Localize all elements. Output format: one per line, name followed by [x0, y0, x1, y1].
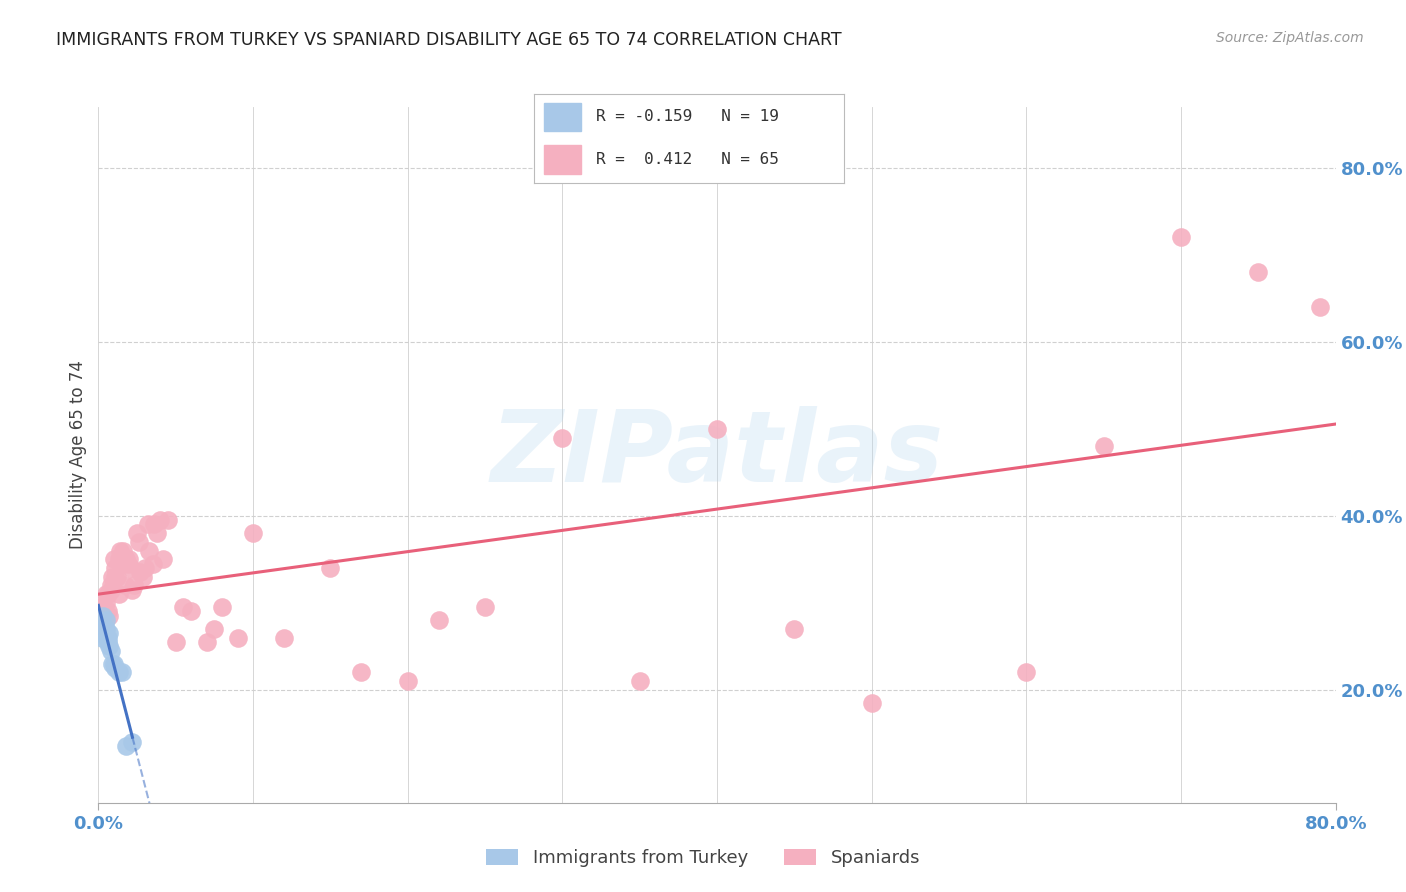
Point	[107, 665, 129, 680]
Point	[1092, 439, 1115, 453]
Point	[100, 578, 122, 592]
Point	[97, 631, 120, 645]
Point	[100, 643, 122, 657]
Point	[350, 665, 373, 680]
Point	[173, 600, 195, 615]
Point	[93, 613, 115, 627]
Point	[108, 543, 131, 558]
Point	[90, 631, 112, 645]
Point	[107, 552, 129, 566]
Point	[628, 674, 651, 689]
Point	[128, 534, 150, 549]
Point	[107, 587, 129, 601]
Point	[105, 570, 128, 584]
Point	[1247, 265, 1270, 279]
Point	[132, 570, 155, 584]
Point	[860, 696, 883, 710]
Point	[146, 526, 169, 541]
Point	[242, 526, 264, 541]
Point	[226, 631, 249, 645]
Point	[111, 665, 134, 680]
Point	[427, 613, 450, 627]
Point	[120, 561, 142, 575]
Point	[96, 587, 118, 601]
Point	[138, 543, 160, 558]
Point	[89, 626, 111, 640]
Point	[551, 430, 574, 444]
Point	[273, 631, 295, 645]
Bar	[544, 103, 581, 131]
Point	[157, 513, 180, 527]
Point	[129, 566, 152, 580]
Point	[103, 657, 125, 671]
Point	[96, 613, 118, 627]
Point	[783, 622, 806, 636]
Point	[111, 552, 134, 566]
Point	[101, 570, 124, 584]
Point	[122, 578, 145, 592]
Point	[100, 582, 122, 597]
Text: R = -0.159   N = 19: R = -0.159 N = 19	[596, 110, 779, 124]
Point	[1309, 300, 1331, 314]
Point	[104, 561, 127, 575]
Point	[149, 513, 172, 527]
Bar	[544, 145, 581, 174]
Point	[204, 622, 226, 636]
Point	[152, 552, 174, 566]
Point	[127, 526, 149, 541]
Point	[115, 552, 138, 566]
Point	[96, 622, 118, 636]
Point	[101, 657, 124, 671]
Point	[474, 600, 496, 615]
Point	[104, 661, 127, 675]
Point	[118, 552, 141, 566]
Point	[1015, 665, 1038, 680]
Point	[93, 626, 115, 640]
Point	[97, 635, 120, 649]
Point	[104, 570, 127, 584]
Point	[165, 635, 187, 649]
Point	[136, 517, 159, 532]
Point	[114, 578, 136, 592]
Point	[319, 561, 342, 575]
Point	[211, 600, 233, 615]
Point	[98, 608, 121, 623]
Point	[91, 617, 114, 632]
Point	[396, 674, 419, 689]
Point	[112, 543, 135, 558]
Point	[121, 582, 143, 597]
Point	[195, 635, 218, 649]
Point	[142, 557, 165, 571]
Point	[97, 605, 120, 619]
Point	[98, 639, 121, 653]
Point	[98, 626, 121, 640]
Point	[97, 587, 120, 601]
Y-axis label: Disability Age 65 to 74: Disability Age 65 to 74	[69, 360, 87, 549]
Point	[91, 608, 114, 623]
Point	[91, 600, 114, 615]
Text: ZIPatlas: ZIPatlas	[491, 407, 943, 503]
Point	[90, 600, 112, 615]
Point	[103, 552, 125, 566]
Text: Source: ZipAtlas.com: Source: ZipAtlas.com	[1216, 31, 1364, 45]
Point	[96, 596, 118, 610]
Point	[89, 617, 111, 632]
Legend: Immigrants from Turkey, Spaniards: Immigrants from Turkey, Spaniards	[478, 841, 928, 874]
Point	[117, 557, 139, 571]
Point	[180, 605, 202, 619]
Point	[121, 735, 143, 749]
Point	[1170, 230, 1192, 244]
Point	[134, 561, 156, 575]
Text: IMMIGRANTS FROM TURKEY VS SPANIARD DISABILITY AGE 65 TO 74 CORRELATION CHART: IMMIGRANTS FROM TURKEY VS SPANIARD DISAB…	[56, 31, 842, 49]
Point	[115, 739, 138, 754]
Text: R =  0.412   N = 65: R = 0.412 N = 65	[596, 153, 779, 167]
Point	[706, 422, 728, 436]
Point	[143, 517, 166, 532]
